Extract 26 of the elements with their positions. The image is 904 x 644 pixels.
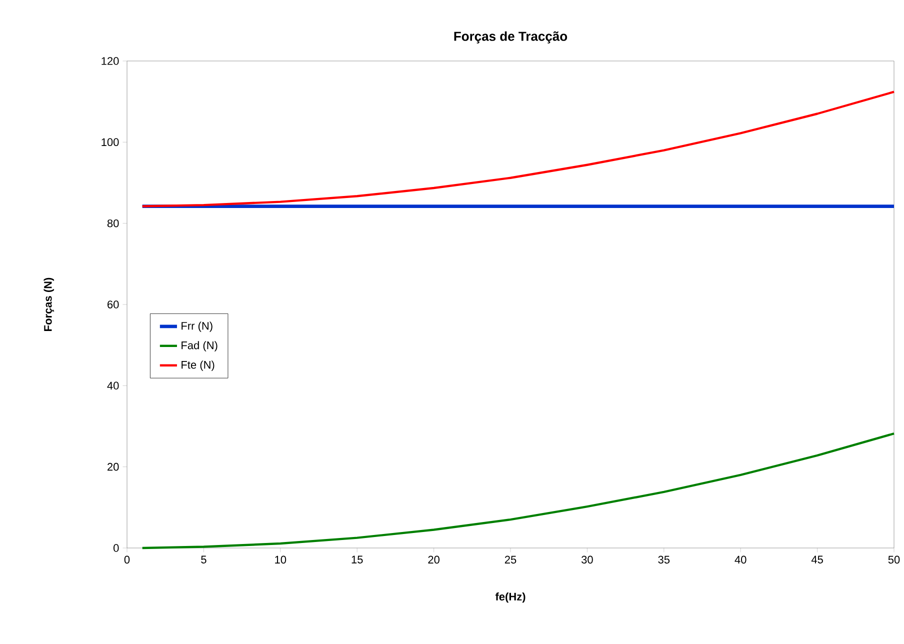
x-tick-label: 45 <box>811 556 823 564</box>
y-tick-label: 0 <box>114 544 119 552</box>
y-tick-label: 60 <box>108 300 119 308</box>
x-tick-label: 40 <box>734 556 746 564</box>
legend-label: Fte (N) <box>182 360 214 371</box>
x-tick-label: 25 <box>504 556 516 564</box>
line-series <box>141 432 896 550</box>
y-axis-title: Forças (N) <box>44 278 54 331</box>
legend-label: Frr (N) <box>182 322 212 332</box>
y-tick-label: 20 <box>108 462 119 471</box>
x-tick-label: 5 <box>201 556 206 564</box>
x-tick-label: 10 <box>275 556 286 564</box>
line-series <box>141 90 896 208</box>
legend-label: Fad (N) <box>182 341 218 352</box>
y-tick-label: 120 <box>102 57 119 65</box>
chart-title: Forças de Tracção <box>454 31 568 44</box>
x-tick-label: 35 <box>658 556 670 564</box>
x-tick-label: 50 <box>888 556 900 564</box>
x-tick-label: 0 <box>124 556 130 564</box>
y-tick-label: 40 <box>107 382 119 390</box>
x-tick-label: 20 <box>428 556 440 564</box>
x-tick-label: 15 <box>352 556 363 564</box>
x-tick-label: 30 <box>582 556 593 564</box>
y-tick-label: 100 <box>102 138 119 146</box>
y-tick-label: 80 <box>107 219 119 228</box>
x-axis-title: fe(Hz) <box>495 592 526 603</box>
